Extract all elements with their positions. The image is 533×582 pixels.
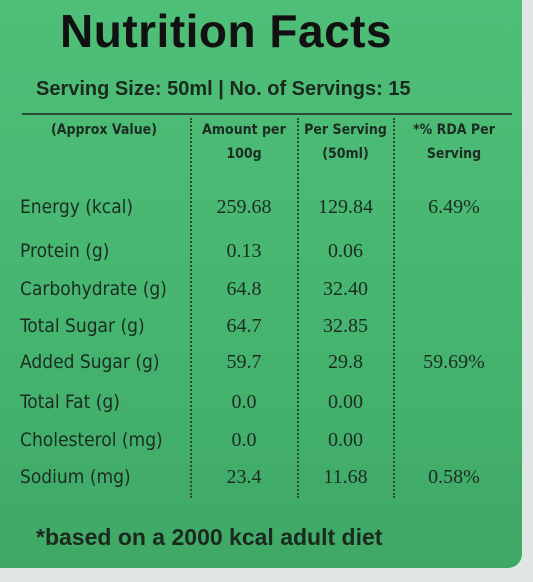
nutrient-name: Added Sugar (g) [20, 351, 160, 373]
title: Nutrition Facts [60, 5, 393, 57]
nutrient-value: 23.4 [226, 466, 262, 488]
nutrient-value: 0.0 [231, 429, 257, 451]
nutrient-value: 0.00 [328, 391, 363, 413]
nutrient-name: Total Fat (g) [20, 391, 120, 413]
nutrient-value: 59.7 [226, 351, 262, 373]
nutrient-name: Carbohydrate (g) [20, 278, 167, 300]
rule [22, 113, 512, 115]
nutrient-value: 32.40 [323, 278, 368, 300]
nutrient-value: 0.0 [231, 391, 257, 413]
nutrient-value: 0.58% [428, 466, 480, 488]
nutrient-value: 32.85 [323, 315, 368, 337]
nutrient-value: 129.84 [318, 196, 373, 218]
nutrient-name: Total Sugar (g) [20, 315, 145, 337]
nutrient-value: 11.68 [323, 466, 368, 488]
nutrient-name: Protein (g) [20, 240, 110, 262]
nutrient-value: 0.13 [226, 240, 262, 262]
serving-line: Serving Size: 50ml | No. of Servings: 15 [36, 78, 411, 100]
nutrient-value: 29.8 [328, 351, 363, 373]
column-divider [297, 118, 299, 498]
column-divider [393, 118, 395, 498]
nutrient-value: 59.69% [423, 351, 485, 373]
nutrient-name: Cholesterol (mg) [20, 429, 163, 451]
nutrient-name: Energy (kcal) [20, 196, 134, 218]
nutrient-value: 0.00 [328, 429, 363, 451]
nutrient-value: 64.8 [226, 278, 262, 300]
label-panel: Nutrition Facts Serving Size: 50ml | No.… [0, 0, 522, 568]
column-divider [190, 118, 192, 498]
nutrient-value: 0.06 [328, 240, 363, 262]
nutrient-value: 259.68 [216, 196, 272, 218]
nutrient-value: 64.7 [226, 315, 262, 337]
column-header: Amount per 100g [202, 122, 286, 162]
column-header: Per Serving (50ml) [304, 122, 387, 162]
nutrient-value: 6.49% [428, 196, 480, 218]
column-header: *% RDA Per Serving [413, 122, 495, 162]
nutrient-name: Sodium (mg) [20, 466, 131, 488]
column-header: (Approx Value) [51, 122, 157, 138]
footnote: *based on a 2000 kcal adult diet [36, 524, 383, 550]
